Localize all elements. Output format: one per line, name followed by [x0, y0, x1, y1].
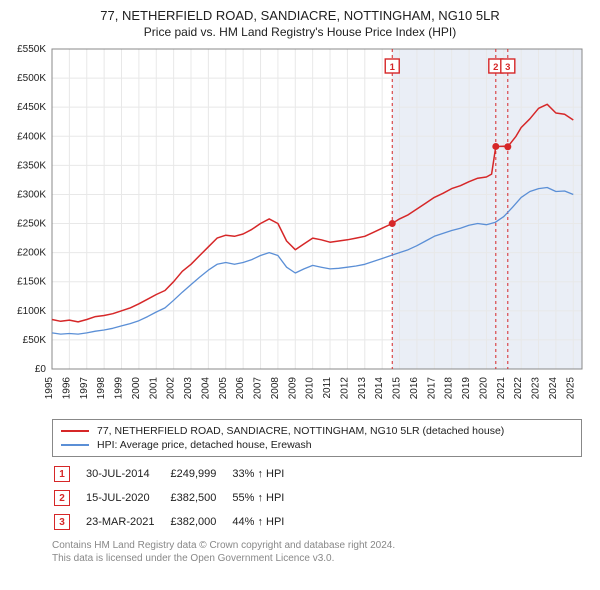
svg-text:£550K: £550K [17, 44, 46, 55]
svg-text:2011: 2011 [322, 377, 333, 399]
svg-text:2013: 2013 [357, 377, 368, 400]
chart-container: 77, NETHERFIELD ROAD, SANDIACRE, NOTTING… [0, 0, 600, 565]
legend-swatch [61, 430, 89, 432]
svg-text:1998: 1998 [96, 377, 107, 400]
marker-number-box: 2 [54, 490, 70, 506]
copyright-block: Contains HM Land Registry data © Crown c… [52, 539, 582, 565]
copyright-line2: This data is licensed under the Open Gov… [52, 552, 582, 565]
svg-text:2005: 2005 [218, 377, 229, 400]
svg-text:£200K: £200K [17, 248, 46, 259]
svg-text:2: 2 [493, 62, 498, 73]
marker-row: 3 23-MAR-2021£382,00044% ↑ HPI [54, 511, 298, 533]
marker-number-box: 3 [54, 514, 70, 530]
svg-text:2003: 2003 [183, 377, 194, 400]
legend-box: 77, NETHERFIELD ROAD, SANDIACRE, NOTTING… [52, 419, 582, 457]
marker-delta: 55% ↑ HPI [232, 487, 298, 509]
marker-date: 23-MAR-2021 [86, 511, 168, 533]
svg-text:£300K: £300K [17, 189, 46, 200]
svg-text:2000: 2000 [131, 377, 142, 400]
svg-text:1: 1 [390, 62, 396, 73]
svg-text:1997: 1997 [79, 377, 90, 400]
svg-text:2004: 2004 [200, 377, 211, 400]
plot-area: £0 £50K £100K £150K £200K £250K £300K £350K £400… [0, 43, 600, 413]
svg-text:2001: 2001 [148, 377, 159, 400]
svg-text:2018: 2018 [444, 377, 455, 400]
svg-text:£350K: £350K [17, 160, 46, 171]
svg-text:2007: 2007 [253, 377, 264, 400]
svg-text:2023: 2023 [531, 377, 542, 400]
legend-row: 77, NETHERFIELD ROAD, SANDIACRE, NOTTING… [61, 424, 573, 438]
svg-text:2015: 2015 [392, 377, 403, 400]
svg-text:2024: 2024 [548, 377, 559, 400]
marker-delta: 33% ↑ HPI [232, 463, 298, 485]
svg-text:£500K: £500K [17, 73, 46, 84]
svg-text:2009: 2009 [287, 377, 298, 400]
svg-text:1995: 1995 [44, 377, 55, 400]
svg-text:£250K: £250K [17, 219, 46, 230]
svg-text:3: 3 [505, 62, 510, 73]
svg-text:2010: 2010 [305, 377, 316, 400]
svg-text:£100K: £100K [17, 306, 46, 317]
marker-price: £249,999 [170, 463, 230, 485]
legend-swatch [61, 444, 89, 446]
svg-text:2002: 2002 [166, 377, 177, 400]
svg-text:1999: 1999 [114, 377, 125, 400]
svg-text:2019: 2019 [461, 377, 472, 400]
marker-date: 15-JUL-2020 [86, 487, 168, 509]
svg-text:£150K: £150K [17, 277, 46, 288]
legend-label: HPI: Average price, detached house, Erew… [97, 439, 312, 451]
svg-text:£400K: £400K [17, 131, 46, 142]
title-block: 77, NETHERFIELD ROAD, SANDIACRE, NOTTING… [0, 0, 600, 43]
title-sub: Price paid vs. HM Land Registry's House … [10, 25, 590, 39]
title-main: 77, NETHERFIELD ROAD, SANDIACRE, NOTTING… [10, 8, 590, 23]
svg-text:2014: 2014 [374, 377, 385, 400]
svg-text:£50K: £50K [23, 335, 47, 346]
sale-markers-table: 1 30-JUL-2014£249,99933% ↑ HPI 2 15-JUL-202… [52, 461, 300, 535]
svg-text:2017: 2017 [426, 377, 437, 400]
svg-text:2021: 2021 [496, 377, 507, 400]
svg-text:£0: £0 [35, 364, 47, 375]
svg-text:2012: 2012 [339, 377, 350, 400]
svg-text:£450K: £450K [17, 102, 46, 113]
marker-price: £382,000 [170, 511, 230, 533]
marker-delta: 44% ↑ HPI [232, 511, 298, 533]
svg-text:2020: 2020 [478, 377, 489, 400]
marker-price: £382,500 [170, 487, 230, 509]
legend-label: 77, NETHERFIELD ROAD, SANDIACRE, NOTTING… [97, 425, 504, 437]
marker-row: 1 30-JUL-2014£249,99933% ↑ HPI [54, 463, 298, 485]
svg-text:2008: 2008 [270, 377, 281, 400]
svg-text:2025: 2025 [565, 377, 576, 400]
svg-text:2022: 2022 [513, 377, 524, 400]
chart-svg: £0 £50K £100K £150K £200K £250K £300K £350K £400… [0, 43, 600, 413]
svg-text:1996: 1996 [61, 377, 72, 400]
svg-text:2006: 2006 [235, 377, 246, 400]
legend-row: HPI: Average price, detached house, Erew… [61, 438, 573, 452]
marker-date: 30-JUL-2014 [86, 463, 168, 485]
marker-number-box: 1 [54, 466, 70, 482]
svg-text:2016: 2016 [409, 377, 420, 400]
copyright-line1: Contains HM Land Registry data © Crown c… [52, 539, 582, 552]
marker-row: 2 15-JUL-2020£382,50055% ↑ HPI [54, 487, 298, 509]
